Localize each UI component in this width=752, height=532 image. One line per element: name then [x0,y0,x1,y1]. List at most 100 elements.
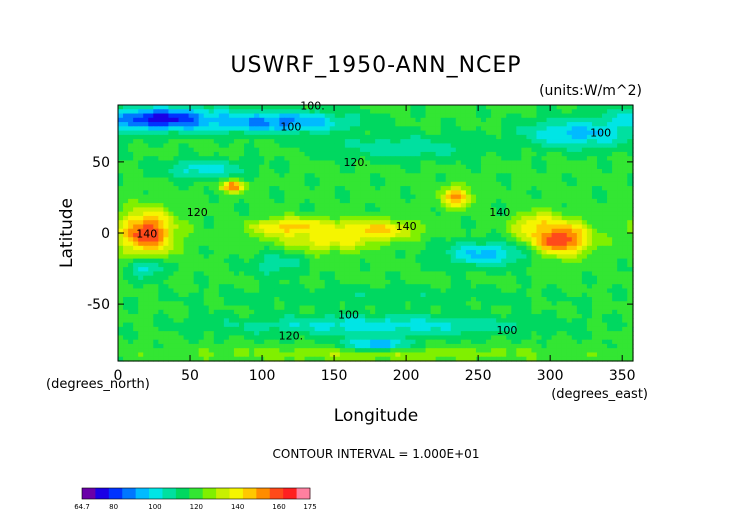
units-label: (units:W/m^2) [539,83,642,99]
heatmap-cell [395,173,401,179]
heatmap-cell [622,147,628,153]
heatmap-cell [203,297,210,302]
heatmap-cell [203,284,210,290]
heatmap-cell [531,109,538,115]
heatmap-cell [284,292,291,298]
heatmap-cell [168,164,175,170]
heatmap-cell [249,134,255,140]
heatmap-cell [511,143,517,149]
heatmap-cell [198,245,205,251]
heatmap-cell [188,228,195,234]
heatmap-cell [299,258,306,264]
heatmap-cell [566,151,573,157]
heatmap-cell [143,275,149,281]
heatmap-cell [178,169,185,174]
heatmap-cell [617,122,623,127]
heatmap-cell [440,190,447,196]
heatmap-cell [223,186,230,191]
heatmap-cell [128,177,134,183]
heatmap-cell [496,164,502,170]
heatmap-cell [385,245,391,251]
heatmap-cell [294,190,301,196]
heatmap-cell [299,241,306,247]
heatmap-cell [511,292,517,298]
heatmap-cell [178,139,185,144]
heatmap-cell [279,237,285,243]
heatmap-cell [576,198,583,204]
heatmap-cell [596,173,603,179]
heatmap-cell [496,122,502,127]
heatmap-cell [324,250,331,255]
heatmap-cell [375,254,381,260]
heatmap-cell [183,284,190,290]
heatmap-cell [491,105,497,110]
heatmap-cell [158,228,164,234]
heatmap-cell [395,186,401,191]
heatmap-cell [249,297,255,302]
heatmap-cell [405,122,412,127]
heatmap-cell [228,267,235,272]
heatmap-cell [360,190,366,196]
heatmap-cell [279,301,285,307]
heatmap-cell [314,151,321,157]
heatmap-cell [334,241,341,247]
heatmap-cell [435,143,442,149]
heatmap-cell [218,194,225,200]
heatmap-cell [430,301,437,307]
heatmap-cell [264,139,270,144]
heatmap-cell [324,122,331,127]
heatmap-cell [188,198,195,204]
heatmap-cell [259,220,265,226]
heatmap-cell [173,262,180,268]
heatmap-cell [244,220,250,226]
heatmap-cell [284,156,291,162]
heatmap-cell [173,215,180,221]
heatmap-cell [228,292,235,298]
heatmap-cell [521,228,527,234]
heatmap-cell [607,241,613,247]
heatmap-cell [223,292,230,298]
heatmap-cell [178,271,185,277]
heatmap-cell [491,194,497,200]
heatmap-cell [400,126,406,132]
heatmap-cell [420,228,427,234]
heatmap-cell [349,271,356,277]
heatmap-cell [208,262,215,268]
heatmap-cell [123,113,129,119]
heatmap-cell [455,122,462,127]
heatmap-cell [198,190,205,196]
heatmap-cell [435,211,442,217]
heatmap-cell [254,143,260,149]
heatmap-cell [123,224,129,230]
heatmap-cell [360,139,366,144]
heatmap-cell [420,169,427,174]
heatmap-cell [460,122,467,127]
heatmap-cell [526,186,533,191]
heatmap-cell [435,130,442,136]
heatmap-cell [148,292,154,298]
heatmap-cell [496,126,502,132]
heatmap-cell [163,194,170,200]
heatmap-cell [249,160,255,166]
heatmap-cell [339,309,346,315]
heatmap-cell [385,151,391,157]
heatmap-cell [475,169,482,174]
heatmap-cell [571,288,578,294]
heatmap-cell [395,130,401,136]
heatmap-cell [360,237,366,243]
heatmap-cell [319,207,326,213]
heatmap-cell [425,305,432,311]
heatmap-cell [516,262,522,268]
heatmap-cell [344,190,351,196]
heatmap-cell [561,173,568,179]
heatmap-cell [576,267,583,272]
heatmap-cell [470,288,477,294]
heatmap-cell [390,130,396,136]
heatmap-cell [244,117,250,123]
heatmap-cell [254,279,260,285]
heatmap-cell [536,151,543,157]
heatmap-cell [380,297,386,302]
heatmap-cell [455,279,462,285]
heatmap-cell [395,207,401,213]
heatmap-cell [410,194,417,200]
